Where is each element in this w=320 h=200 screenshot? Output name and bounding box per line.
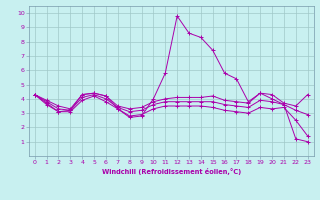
- X-axis label: Windchill (Refroidissement éolien,°C): Windchill (Refroidissement éolien,°C): [101, 168, 241, 175]
